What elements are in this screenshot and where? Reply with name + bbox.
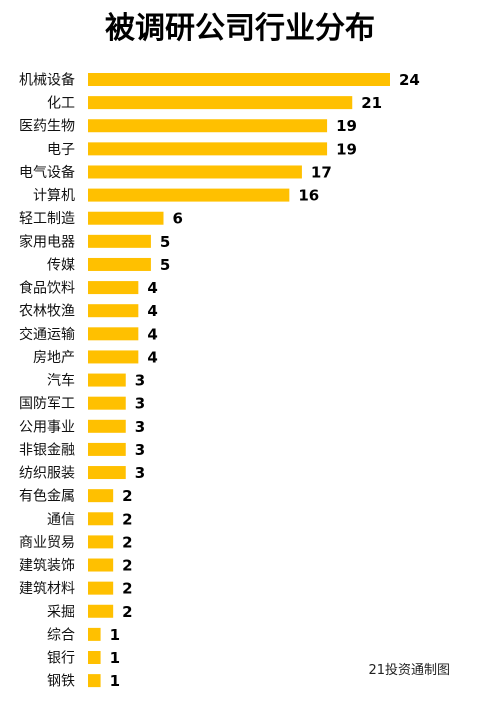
category-label: 房地产 <box>33 350 75 366</box>
bar <box>88 535 114 549</box>
category-label: 公用事业 <box>19 419 75 435</box>
bar <box>88 96 353 110</box>
category-label: 交通运输 <box>19 326 75 343</box>
category-label: 纺织服装 <box>19 466 75 482</box>
bar <box>88 119 328 133</box>
category-label: 综合 <box>47 627 75 643</box>
bar <box>88 188 290 202</box>
value-label: 4 <box>147 302 157 320</box>
bar <box>88 419 126 433</box>
category-label: 医药生物 <box>19 119 75 135</box>
category-label: 非银金融 <box>19 442 75 458</box>
value-label: 4 <box>147 279 157 297</box>
chart-title: 被调研公司行业分布 <box>105 11 375 46</box>
value-label: 19 <box>336 117 357 135</box>
value-label: 3 <box>135 464 145 482</box>
category-label: 轻工制造 <box>19 211 75 227</box>
value-label: 17 <box>311 163 332 181</box>
category-label: 化工 <box>47 96 75 112</box>
value-label: 2 <box>122 487 132 505</box>
bar <box>88 581 114 595</box>
category-label: 有色金属 <box>19 488 75 505</box>
bar <box>88 234 151 248</box>
category-label: 国防军工 <box>19 396 75 412</box>
bar <box>88 327 139 341</box>
category-label: 电气设备 <box>19 164 75 181</box>
category-label: 通信 <box>47 512 75 528</box>
category-label: 食品饮料 <box>19 280 75 297</box>
bar <box>88 512 114 526</box>
bar <box>88 489 114 503</box>
source-note: 21投资通制图 <box>368 662 450 678</box>
bar <box>88 373 126 387</box>
category-label: 传媒 <box>47 257 75 273</box>
category-label: 机械设备 <box>19 72 75 89</box>
category-label: 农林牧渔 <box>19 304 75 320</box>
value-label: 16 <box>298 187 319 205</box>
bar <box>88 627 101 641</box>
bar <box>88 73 390 86</box>
category-label: 汽车 <box>47 372 75 389</box>
value-label: 4 <box>147 325 157 343</box>
bar <box>88 350 139 364</box>
bar <box>88 142 328 156</box>
value-label: 21 <box>361 94 382 112</box>
bar <box>88 442 126 456</box>
bar <box>88 396 126 410</box>
value-label: 24 <box>399 71 420 89</box>
category-label: 家用电器 <box>19 233 75 250</box>
category-label: 电子 <box>47 142 75 158</box>
value-label: 3 <box>135 418 145 436</box>
value-label: 1 <box>110 649 120 667</box>
value-label: 1 <box>110 672 120 690</box>
category-label: 商业贸易 <box>19 535 75 551</box>
value-label: 2 <box>122 580 132 598</box>
category-label: 钢铁 <box>47 674 75 690</box>
bar <box>88 651 101 664</box>
bar <box>88 257 151 271</box>
bar <box>88 604 114 618</box>
category-label: 计算机 <box>33 188 75 204</box>
value-label: 1 <box>110 626 120 644</box>
value-label: 2 <box>122 603 132 621</box>
bar <box>88 304 139 318</box>
bar <box>88 674 101 688</box>
category-label: 建筑装饰 <box>19 558 75 574</box>
value-label: 5 <box>160 256 170 274</box>
value-label: 3 <box>135 372 145 390</box>
category-label: 采掘 <box>47 604 75 620</box>
value-label: 19 <box>336 140 357 158</box>
bar <box>88 281 139 295</box>
category-label: 银行 <box>47 651 75 667</box>
value-label: 2 <box>122 533 132 551</box>
category-label: 建筑材料 <box>19 581 75 597</box>
value-label: 2 <box>122 510 132 528</box>
value-label: 5 <box>160 233 170 251</box>
value-label: 3 <box>135 395 145 413</box>
value-label: 2 <box>122 557 132 575</box>
value-label: 3 <box>135 441 145 459</box>
bar <box>88 211 164 225</box>
bar <box>88 165 302 179</box>
value-label: 4 <box>147 348 157 366</box>
value-label: 6 <box>173 210 183 228</box>
bar <box>88 466 126 480</box>
bar <box>88 558 114 572</box>
